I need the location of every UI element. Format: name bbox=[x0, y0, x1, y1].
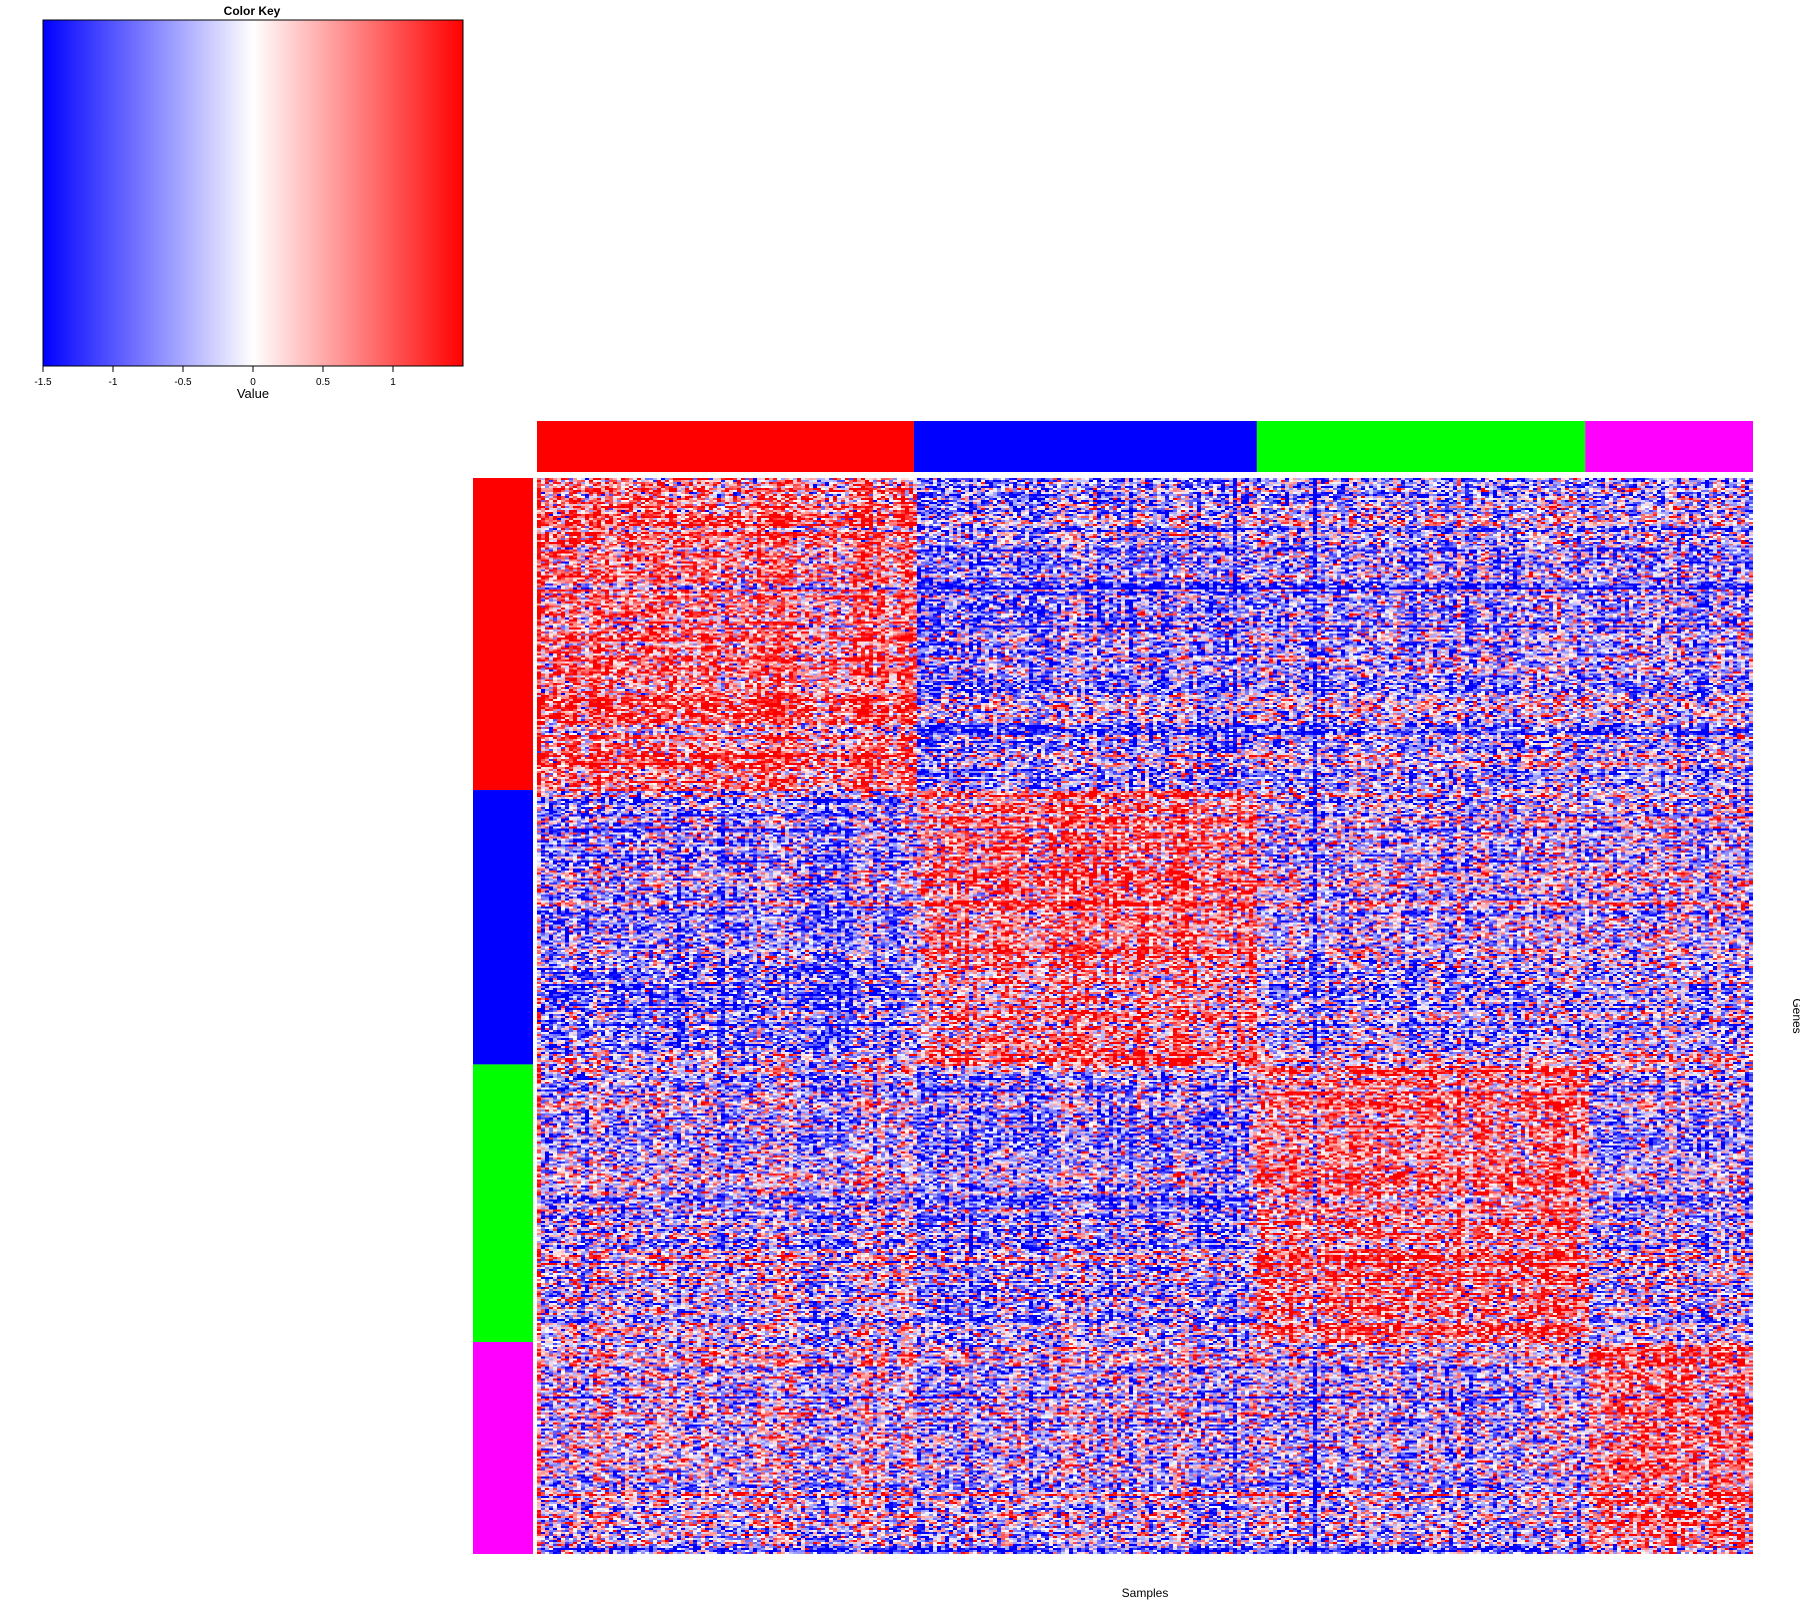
row-group-4 bbox=[473, 1342, 533, 1554]
heatmap-cells bbox=[537, 478, 1753, 1554]
row-group-3 bbox=[473, 1064, 533, 1343]
column-side-colors bbox=[537, 421, 1753, 472]
color-key-tick-label: 1 bbox=[390, 377, 396, 388]
color-key-tick-label: 0 bbox=[250, 377, 256, 388]
y-axis-label: Genes bbox=[1790, 998, 1800, 1033]
column-group-2 bbox=[913, 421, 1257, 472]
color-key-tick-label: -1 bbox=[109, 377, 118, 388]
color-key-tick-label: 0.5 bbox=[316, 377, 330, 388]
row-group-1 bbox=[473, 478, 533, 791]
row-side-colors bbox=[473, 478, 533, 1554]
column-group-4 bbox=[1585, 421, 1753, 472]
color-key-tick-label: -0.5 bbox=[174, 377, 192, 388]
row-group-2 bbox=[473, 790, 533, 1065]
color-key: Color Key -1.5 -1 -0.5 0 0.5 1 Value bbox=[34, 4, 464, 401]
color-key-label: Value bbox=[237, 386, 269, 401]
heatmap-body bbox=[537, 478, 1753, 1554]
color-key-gradient bbox=[42, 19, 464, 367]
column-group-3 bbox=[1256, 421, 1586, 472]
color-key-tick-label: -1.5 bbox=[34, 377, 52, 388]
x-axis-label: Samples bbox=[1122, 1586, 1169, 1600]
color-key-title: Color Key bbox=[224, 4, 281, 18]
color-key-ticks: -1.5 -1 -0.5 0 0.5 1 bbox=[34, 366, 396, 388]
column-group-1 bbox=[537, 421, 914, 472]
